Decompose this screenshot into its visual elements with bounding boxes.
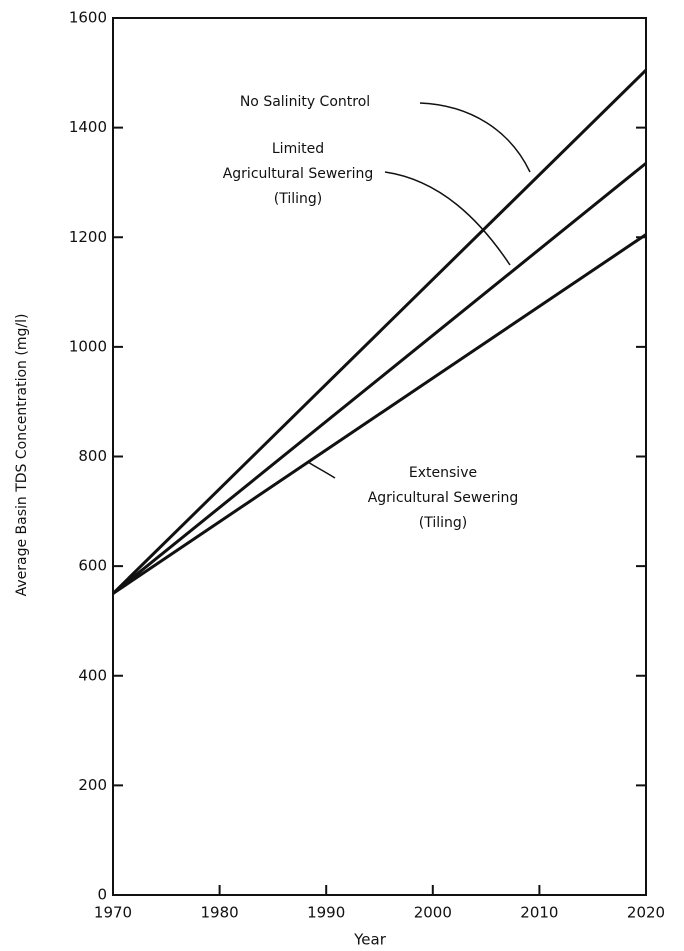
annotation-arrow <box>307 461 336 479</box>
y-tick-label: 800 <box>78 447 107 465</box>
x-tick-label: 1990 <box>307 904 345 922</box>
x-axis-label: Year <box>353 931 387 949</box>
series-line <box>111 69 648 595</box>
y-tick-label: 600 <box>78 557 107 575</box>
x-tick-label: 1970 <box>94 904 132 922</box>
series-label: No Salinity Control <box>239 94 371 110</box>
y-tick-label: 200 <box>78 776 107 794</box>
y-tick-label: 1600 <box>69 9 107 27</box>
series-label: Extensive Agricultural Sewering (Tiling) <box>367 465 519 531</box>
y-tick-label: 1200 <box>69 228 107 246</box>
y-axis-label: Average Basin TDS Concentration (mg/l) <box>14 314 30 597</box>
series-line <box>112 233 647 595</box>
series-label: Limited Agricultural Sewering (Tiling) <box>222 141 374 207</box>
series-line <box>112 162 647 595</box>
x-tick-label: 2010 <box>520 904 558 922</box>
x-tick-label: 2000 <box>414 904 452 922</box>
y-tick-label: 0 <box>97 886 107 904</box>
y-tick-label: 1000 <box>69 337 107 355</box>
annotation-arrow <box>419 102 531 173</box>
y-tick-label: 1400 <box>69 118 107 136</box>
y-tick-label: 400 <box>78 666 107 684</box>
x-tick-label: 2020 <box>627 904 665 922</box>
annotation-arrow <box>384 171 511 266</box>
x-tick-label: 1980 <box>201 904 239 922</box>
